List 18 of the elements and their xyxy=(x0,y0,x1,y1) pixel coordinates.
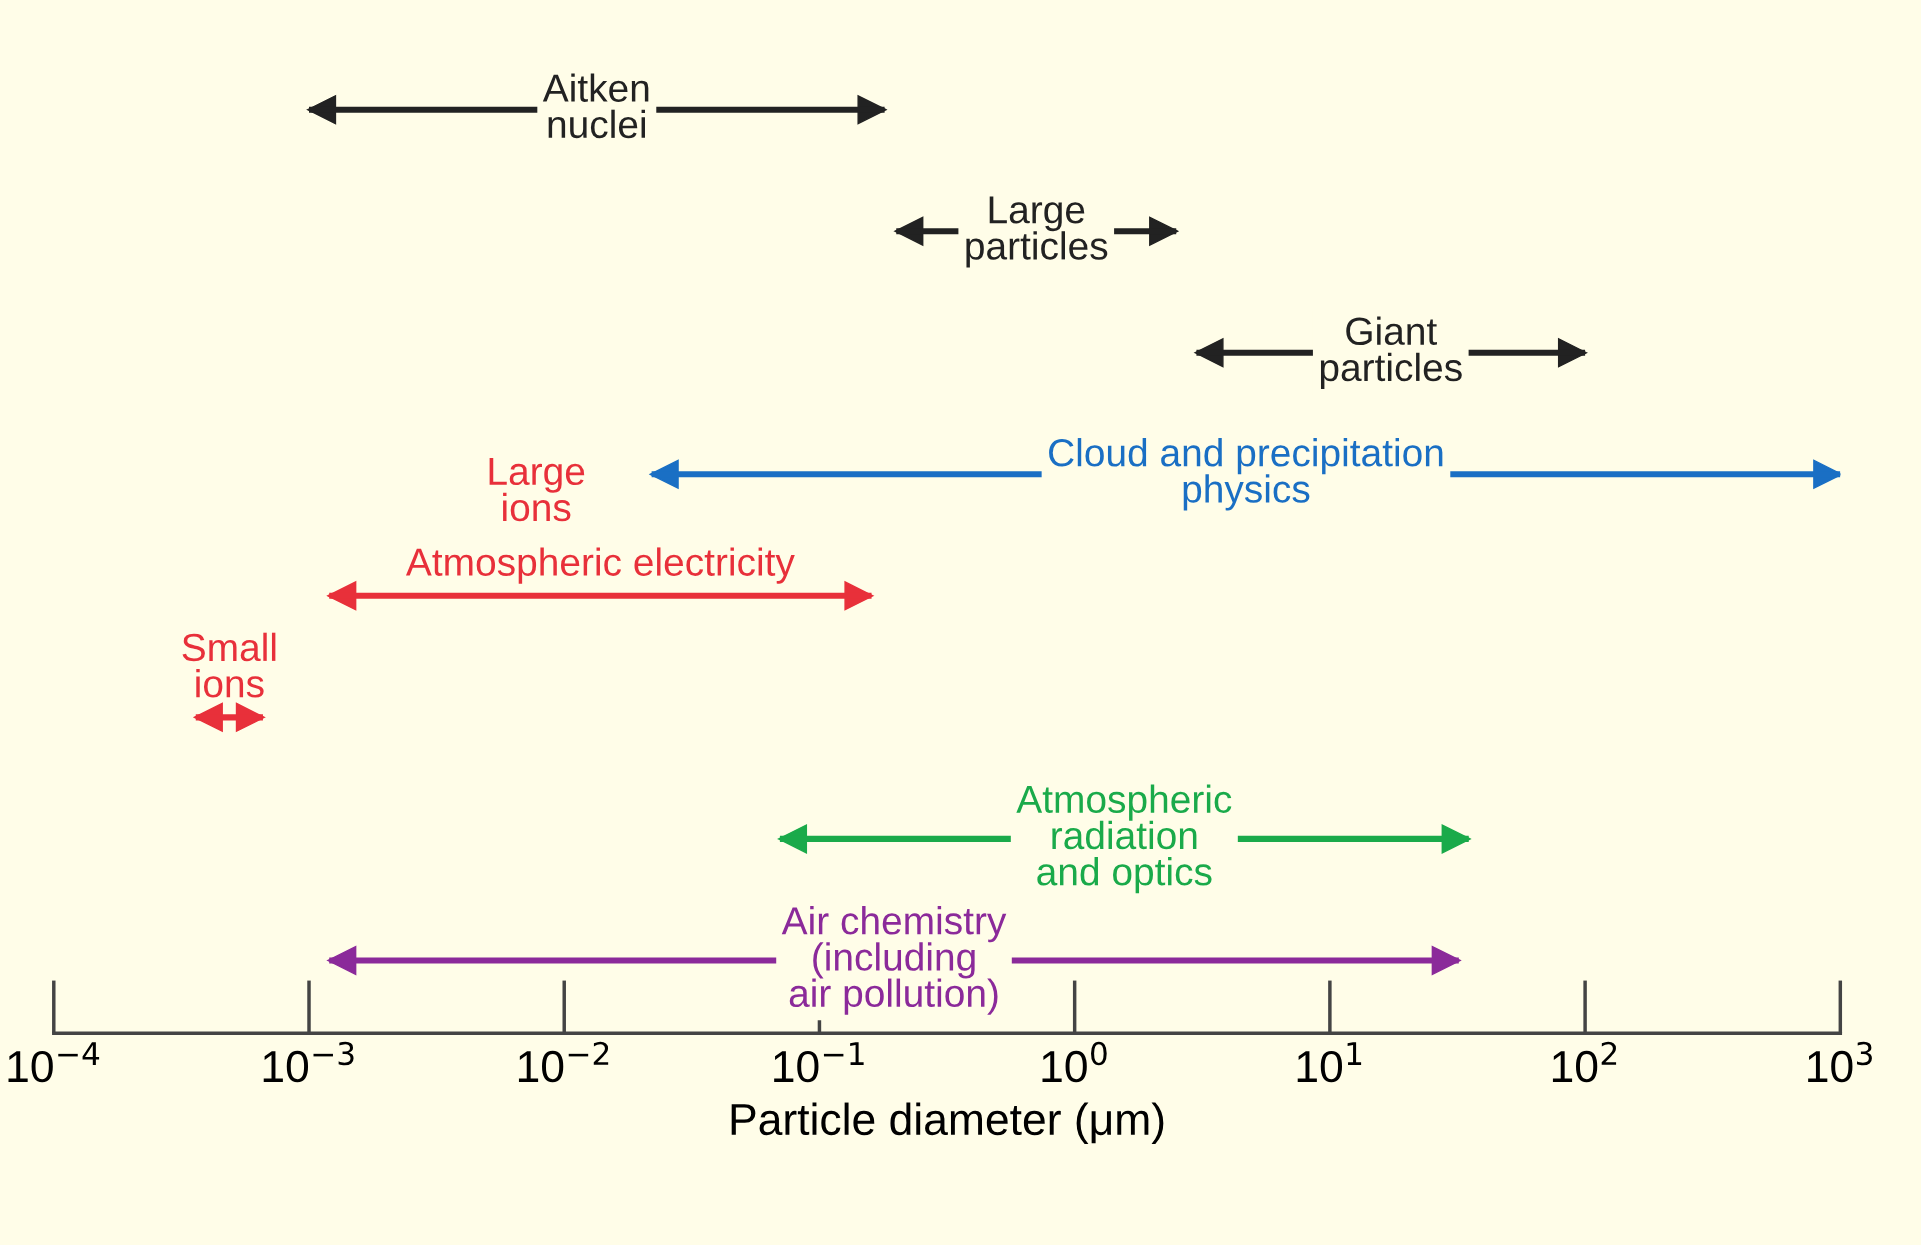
y-tick-label: Large particles xyxy=(966,196,1108,268)
x-axis-title: Particle diameter (μm) xyxy=(731,1102,1164,1144)
y-tick-label: Air chemistry (including air pollution) xyxy=(781,906,1007,1015)
annotation: Large ions xyxy=(489,457,585,522)
y-tick-label: Cloud and precipitation physics xyxy=(1049,438,1443,511)
x-tick-label: 10$^{−2}$ xyxy=(518,1041,609,1083)
x-tick-label: 10$^{2}$ xyxy=(1552,1041,1617,1083)
x-tick-label: 10$^{3}$ xyxy=(1808,1041,1872,1083)
y-tick-label: Atmospheric electricity xyxy=(405,547,795,584)
x-tick-label: 10$^{−1}$ xyxy=(774,1042,864,1083)
x-tick-label: 10$^{−4}$ xyxy=(8,1042,100,1083)
y-tick-label: Aitken nuclei xyxy=(542,73,649,139)
x-tick-label: 10$^{0}$ xyxy=(1042,1041,1107,1083)
y-tick-label: Giant particles xyxy=(1320,316,1462,389)
x-tick-label: 10$^{1}$ xyxy=(1297,1042,1362,1083)
y-tick-label: Atmospheric radiation and optics xyxy=(1016,784,1232,894)
x-tick-label: 10$^{−3}$ xyxy=(263,1041,354,1083)
y-tick-label: Small ions xyxy=(182,632,276,698)
